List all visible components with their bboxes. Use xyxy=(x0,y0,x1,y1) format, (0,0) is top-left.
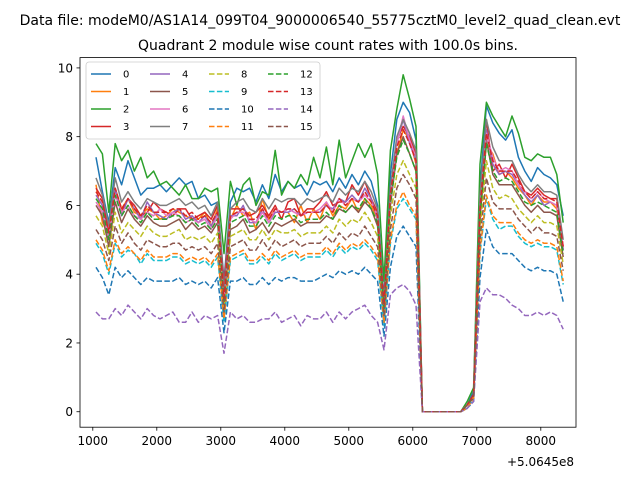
series-line-8 xyxy=(95,159,564,413)
legend-label-7: 7 xyxy=(182,122,188,133)
legend-label-15: 15 xyxy=(300,122,313,133)
legend-label-4: 4 xyxy=(182,70,188,81)
legend-label-0: 0 xyxy=(123,70,129,81)
x-tick-label: 1000 xyxy=(78,434,109,448)
series-line-14 xyxy=(95,283,564,413)
series-line-7 xyxy=(95,118,564,413)
chart-title: Quadrant 2 module wise count rates with … xyxy=(138,38,518,54)
x-tick-label: 3000 xyxy=(206,434,237,448)
y-tick-label: 10 xyxy=(58,61,73,75)
series-line-2 xyxy=(95,74,564,413)
legend-label-11: 11 xyxy=(241,122,254,133)
x-tick-label: 5000 xyxy=(334,434,365,448)
y-tick-label: 8 xyxy=(65,130,73,144)
y-tick-label: 4 xyxy=(65,268,73,282)
legend-label-6: 6 xyxy=(182,105,188,116)
legend-label-1: 1 xyxy=(123,87,129,98)
legend-label-14: 14 xyxy=(300,105,313,116)
x-tick-label: 6000 xyxy=(398,434,429,448)
legend-label-3: 3 xyxy=(123,122,129,133)
series-line-11 xyxy=(95,190,564,413)
series-line-15 xyxy=(95,173,564,413)
x-tick-label: 8000 xyxy=(526,434,557,448)
legend-label-13: 13 xyxy=(300,87,313,98)
axes-frame xyxy=(79,57,577,428)
plot-lines xyxy=(95,74,564,413)
legend-label-8: 8 xyxy=(241,70,247,81)
legend-label-12: 12 xyxy=(300,70,313,81)
legend-label-9: 9 xyxy=(241,87,247,98)
y-tick-label: 6 xyxy=(65,199,73,213)
legend-label-10: 10 xyxy=(241,105,254,116)
x-tick-label: 2000 xyxy=(142,434,173,448)
x-tick-label: 4000 xyxy=(270,434,301,448)
y-tick-label: 2 xyxy=(65,336,73,350)
y-tick-label: 0 xyxy=(65,405,73,419)
figure-suptitle: Data file: modeM0/AS1A14_099T04_90000065… xyxy=(20,13,621,29)
series-line-12 xyxy=(95,139,564,413)
legend-box xyxy=(85,61,321,140)
series-line-10 xyxy=(95,225,564,413)
legend-label-2: 2 xyxy=(123,105,129,116)
series-line-13 xyxy=(95,129,564,413)
x-offset-label: +5.0645e8 xyxy=(507,455,574,469)
x-tick-label: 7000 xyxy=(462,434,493,448)
legend-label-5: 5 xyxy=(182,87,188,98)
